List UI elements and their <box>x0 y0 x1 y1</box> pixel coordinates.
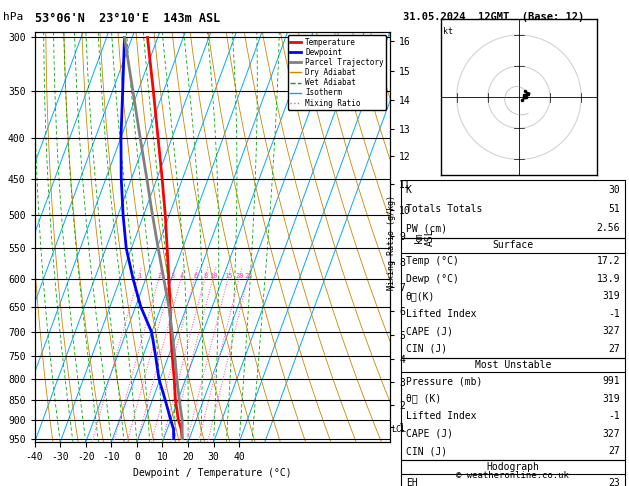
Text: 25: 25 <box>244 273 253 279</box>
Text: 327: 327 <box>603 429 620 438</box>
Text: Dewp (°C): Dewp (°C) <box>406 274 459 284</box>
Text: 2.56: 2.56 <box>597 224 620 233</box>
Text: Lifted Index: Lifted Index <box>406 411 476 421</box>
Text: 17.2: 17.2 <box>597 257 620 266</box>
Text: Lifted Index: Lifted Index <box>406 309 476 319</box>
Text: 2: 2 <box>157 273 162 279</box>
Text: Pressure (mb): Pressure (mb) <box>406 376 482 386</box>
X-axis label: Dewpoint / Temperature (°C): Dewpoint / Temperature (°C) <box>133 468 292 478</box>
Text: 3: 3 <box>170 273 174 279</box>
Text: Most Unstable: Most Unstable <box>475 360 551 370</box>
Text: 10: 10 <box>209 273 218 279</box>
Text: 8: 8 <box>203 273 208 279</box>
Text: 319: 319 <box>603 292 620 301</box>
Text: -1: -1 <box>608 411 620 421</box>
Y-axis label: hPa: hPa <box>0 227 3 247</box>
Y-axis label: km
ASL: km ASL <box>413 228 435 246</box>
Text: Surface: Surface <box>493 241 533 250</box>
Text: θᴇ(K): θᴇ(K) <box>406 292 435 301</box>
Legend: Temperature, Dewpoint, Parcel Trajectory, Dry Adiabat, Wet Adiabat, Isotherm, Mi: Temperature, Dewpoint, Parcel Trajectory… <box>287 35 386 110</box>
Text: 27: 27 <box>608 446 620 456</box>
Text: PW (cm): PW (cm) <box>406 224 447 233</box>
Text: 27: 27 <box>608 344 620 354</box>
Text: Totals Totals: Totals Totals <box>406 204 482 214</box>
Text: -1: -1 <box>608 309 620 319</box>
Text: 991: 991 <box>603 376 620 386</box>
Text: 53°06'N  23°10'E  143m ASL: 53°06'N 23°10'E 143m ASL <box>35 12 220 25</box>
Text: © weatheronline.co.uk: © weatheronline.co.uk <box>456 471 569 480</box>
Text: CIN (J): CIN (J) <box>406 446 447 456</box>
Text: LCL: LCL <box>391 425 406 434</box>
Text: CIN (J): CIN (J) <box>406 344 447 354</box>
Text: 30: 30 <box>608 185 620 194</box>
Text: 15: 15 <box>225 273 233 279</box>
Text: Hodograph: Hodograph <box>486 462 540 472</box>
Text: kt: kt <box>443 27 453 36</box>
Text: 4: 4 <box>180 273 184 279</box>
Text: 13.9: 13.9 <box>597 274 620 284</box>
Text: 23: 23 <box>608 478 620 486</box>
Text: 319: 319 <box>603 394 620 403</box>
Text: Mixing Ratio (g/kg): Mixing Ratio (g/kg) <box>387 195 396 291</box>
Text: K: K <box>406 185 411 194</box>
Text: 31.05.2024  12GMT  (Base: 12): 31.05.2024 12GMT (Base: 12) <box>403 12 584 22</box>
Text: 6: 6 <box>193 273 198 279</box>
Text: CAPE (J): CAPE (J) <box>406 327 453 336</box>
Text: 51: 51 <box>608 204 620 214</box>
Text: CAPE (J): CAPE (J) <box>406 429 453 438</box>
Text: 1: 1 <box>136 273 141 279</box>
Text: hPa: hPa <box>3 12 23 22</box>
Text: θᴇ (K): θᴇ (K) <box>406 394 441 403</box>
Text: EH: EH <box>406 478 418 486</box>
Text: Temp (°C): Temp (°C) <box>406 257 459 266</box>
Text: 327: 327 <box>603 327 620 336</box>
Text: 20: 20 <box>235 273 244 279</box>
